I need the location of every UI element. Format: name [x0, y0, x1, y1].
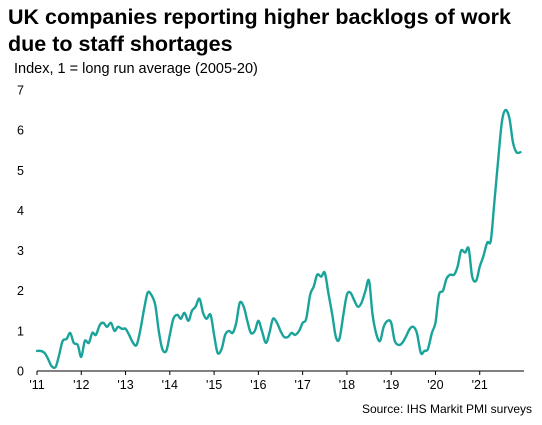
x-tick-label: '21: [472, 378, 488, 392]
x-tick-label: '16: [250, 378, 266, 392]
y-tick-label: 0: [17, 365, 24, 379]
x-tick-label: '14: [162, 378, 178, 392]
x-tick-label: '17: [294, 378, 310, 392]
y-tick-label: 7: [17, 84, 24, 98]
x-tick-label: '12: [73, 378, 89, 392]
y-tick-label: 5: [17, 164, 24, 178]
x-tick-label: '18: [339, 378, 355, 392]
y-tick-label: 3: [17, 244, 24, 258]
x-tick-label: '13: [117, 378, 133, 392]
y-tick-label: 4: [17, 204, 24, 218]
x-tick-label: '19: [383, 378, 399, 392]
chart-subtitle: Index, 1 = long run average (2005-20): [14, 61, 258, 77]
y-tick-label: 6: [17, 124, 24, 138]
y-tick-label: 1: [17, 324, 24, 338]
x-tick-label: '11: [29, 378, 44, 392]
x-tick-label: '15: [206, 378, 222, 392]
series-line: [35, 108, 522, 370]
chart-title: UK companies reporting higher backlogs o…: [8, 5, 511, 56]
x-axis: '11 '12 '13 '14 '15 '16 '17 '18 '19 '20 '21: [29, 370, 524, 392]
y-axis: 0 1 2 3 4 5 6 7: [17, 84, 24, 379]
x-tick-label: '20: [427, 378, 443, 392]
series-layer: [35, 108, 522, 370]
source-note: Source: IHS Markit PMI surveys: [361, 402, 532, 416]
y-tick-label: 2: [17, 284, 24, 298]
